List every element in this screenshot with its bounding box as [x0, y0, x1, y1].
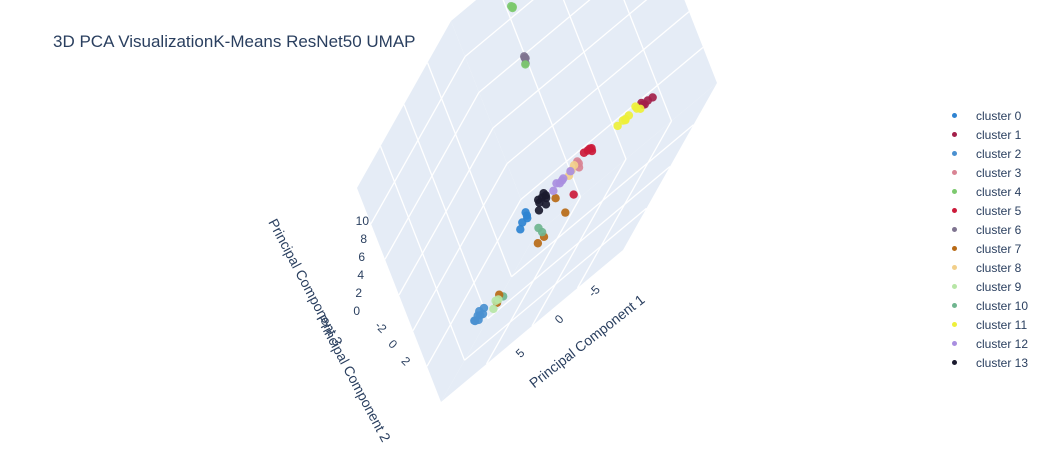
data-point-cluster-0	[516, 225, 525, 234]
data-point-cluster-4	[508, 3, 517, 13]
data-point-cluster-2	[474, 315, 483, 325]
legend-swatch	[952, 170, 957, 175]
legend-swatch	[952, 360, 957, 365]
x-tick-label: -5	[585, 282, 603, 300]
legend-label: cluster 8	[976, 260, 1022, 275]
legend-label: cluster 3	[976, 165, 1022, 180]
legend-item-cluster-8[interactable]: cluster 8	[944, 258, 1028, 277]
chart-title: 3D PCA VisualizationK-Means ResNet50 UMA…	[53, 32, 416, 51]
legend-label: cluster 13	[976, 355, 1029, 370]
left-wall-gridline	[384, 92, 480, 260]
data-point-cluster-12	[566, 167, 575, 176]
x-tick-label: 5	[513, 346, 528, 361]
legend-swatch	[952, 303, 957, 308]
left-wall-gridline	[412, 163, 508, 331]
legend-swatch	[952, 113, 957, 118]
scene-gridlines	[370, 0, 704, 367]
legend-item-cluster-7[interactable]: cluster 7	[944, 239, 1028, 258]
z-tick-label: 2	[355, 286, 362, 300]
data-point-cluster-12	[555, 179, 564, 188]
floor-gridline	[464, 207, 647, 361]
data-point-cluster-0	[518, 218, 527, 227]
legend-swatch	[952, 151, 957, 156]
legend-swatch	[952, 265, 957, 270]
legend-swatch	[952, 246, 957, 251]
legend-swatch	[952, 189, 957, 194]
legend: cluster 0 cluster 1 cluster 2 cluster 3 clus…	[944, 106, 1028, 372]
floor-gridline	[511, 124, 694, 278]
legend-item-cluster-9[interactable]: cluster 9	[944, 277, 1028, 296]
legend-label: cluster 0	[976, 108, 1022, 123]
legend-label: cluster 1	[976, 127, 1022, 142]
floor-gridline	[487, 166, 671, 319]
data-point-cluster-11	[613, 121, 622, 131]
scene-pane-2	[451, 0, 717, 235]
legend-swatch	[952, 284, 957, 289]
legend-label: cluster 12	[976, 336, 1029, 351]
legend-label: cluster 2	[976, 146, 1022, 161]
data-point-cluster-7	[551, 194, 560, 203]
data-point-cluster-13	[541, 200, 551, 209]
legend-item-cluster-2[interactable]: cluster 2	[944, 144, 1028, 163]
x-tick-label: 0	[552, 312, 567, 327]
legend-label: cluster 5	[976, 203, 1022, 218]
z-tick-label: 8	[360, 232, 367, 246]
legend-label: cluster 9	[976, 279, 1022, 294]
data-point-cluster-13	[534, 206, 544, 215]
legend-label: cluster 7	[976, 241, 1022, 256]
data-point-cluster-10	[534, 223, 543, 233]
scatter-points	[470, 1, 657, 326]
y-tick-label: 0	[386, 337, 401, 352]
back-wall-gridline	[464, 0, 534, 58]
z-tick-label: 6	[358, 250, 365, 264]
y-tick-label: 2	[399, 354, 414, 369]
data-point-cluster-12	[549, 186, 558, 196]
back-wall-gridline	[478, 0, 591, 93]
legend-item-cluster-4[interactable]: cluster 4	[944, 182, 1028, 201]
data-point-cluster-13	[535, 198, 544, 207]
z-tick-label: 10	[356, 214, 370, 228]
left-wall-gridline	[426, 199, 522, 367]
legend-item-cluster-1[interactable]: cluster 1	[944, 125, 1028, 144]
data-point-cluster-7	[533, 239, 543, 248]
left-wall-gridline	[398, 127, 494, 296]
data-point-cluster-11	[631, 102, 640, 111]
legend-item-cluster-5[interactable]: cluster 5	[944, 201, 1028, 220]
legend-label: cluster 6	[976, 222, 1022, 237]
data-point-cluster-5	[569, 190, 578, 199]
y-tick-label: -2	[372, 318, 390, 336]
data-point-cluster-0	[521, 208, 530, 217]
back-wall-gridline	[492, 0, 648, 129]
legend-swatch	[952, 227, 957, 232]
z-tick-label: 4	[357, 268, 364, 282]
data-point-cluster-13	[541, 193, 551, 203]
legend-label: cluster 10	[976, 298, 1029, 313]
legend-swatch	[952, 322, 957, 327]
legend-item-cluster-0[interactable]: cluster 0	[944, 106, 1028, 125]
legend-swatch	[952, 341, 957, 346]
back-wall-gridline	[506, 11, 690, 165]
back-wall-gridline	[520, 46, 704, 200]
data-point-cluster-11	[621, 116, 630, 125]
legend-item-cluster-3[interactable]: cluster 3	[944, 163, 1028, 182]
legend-swatch	[952, 208, 957, 213]
legend-item-cluster-6[interactable]: cluster 6	[944, 220, 1028, 239]
legend-label: cluster 11	[976, 317, 1028, 332]
z-tick-label: 0	[353, 304, 360, 318]
data-point-cluster-7	[561, 208, 570, 217]
legend-item-cluster-11[interactable]: cluster 11	[944, 315, 1028, 334]
data-point-cluster-4	[521, 60, 530, 69]
legend-label: cluster 4	[976, 184, 1022, 199]
legend-item-cluster-12[interactable]: cluster 12	[944, 334, 1028, 353]
data-point-cluster-5	[579, 148, 589, 157]
data-point-cluster-9	[491, 296, 500, 306]
left-wall-gridline	[370, 56, 466, 224]
legend-swatch	[952, 132, 957, 137]
data-point-cluster-9	[489, 304, 498, 314]
legend-item-cluster-10[interactable]: cluster 10	[944, 296, 1028, 315]
legend-item-cluster-13[interactable]: cluster 13	[944, 353, 1028, 372]
